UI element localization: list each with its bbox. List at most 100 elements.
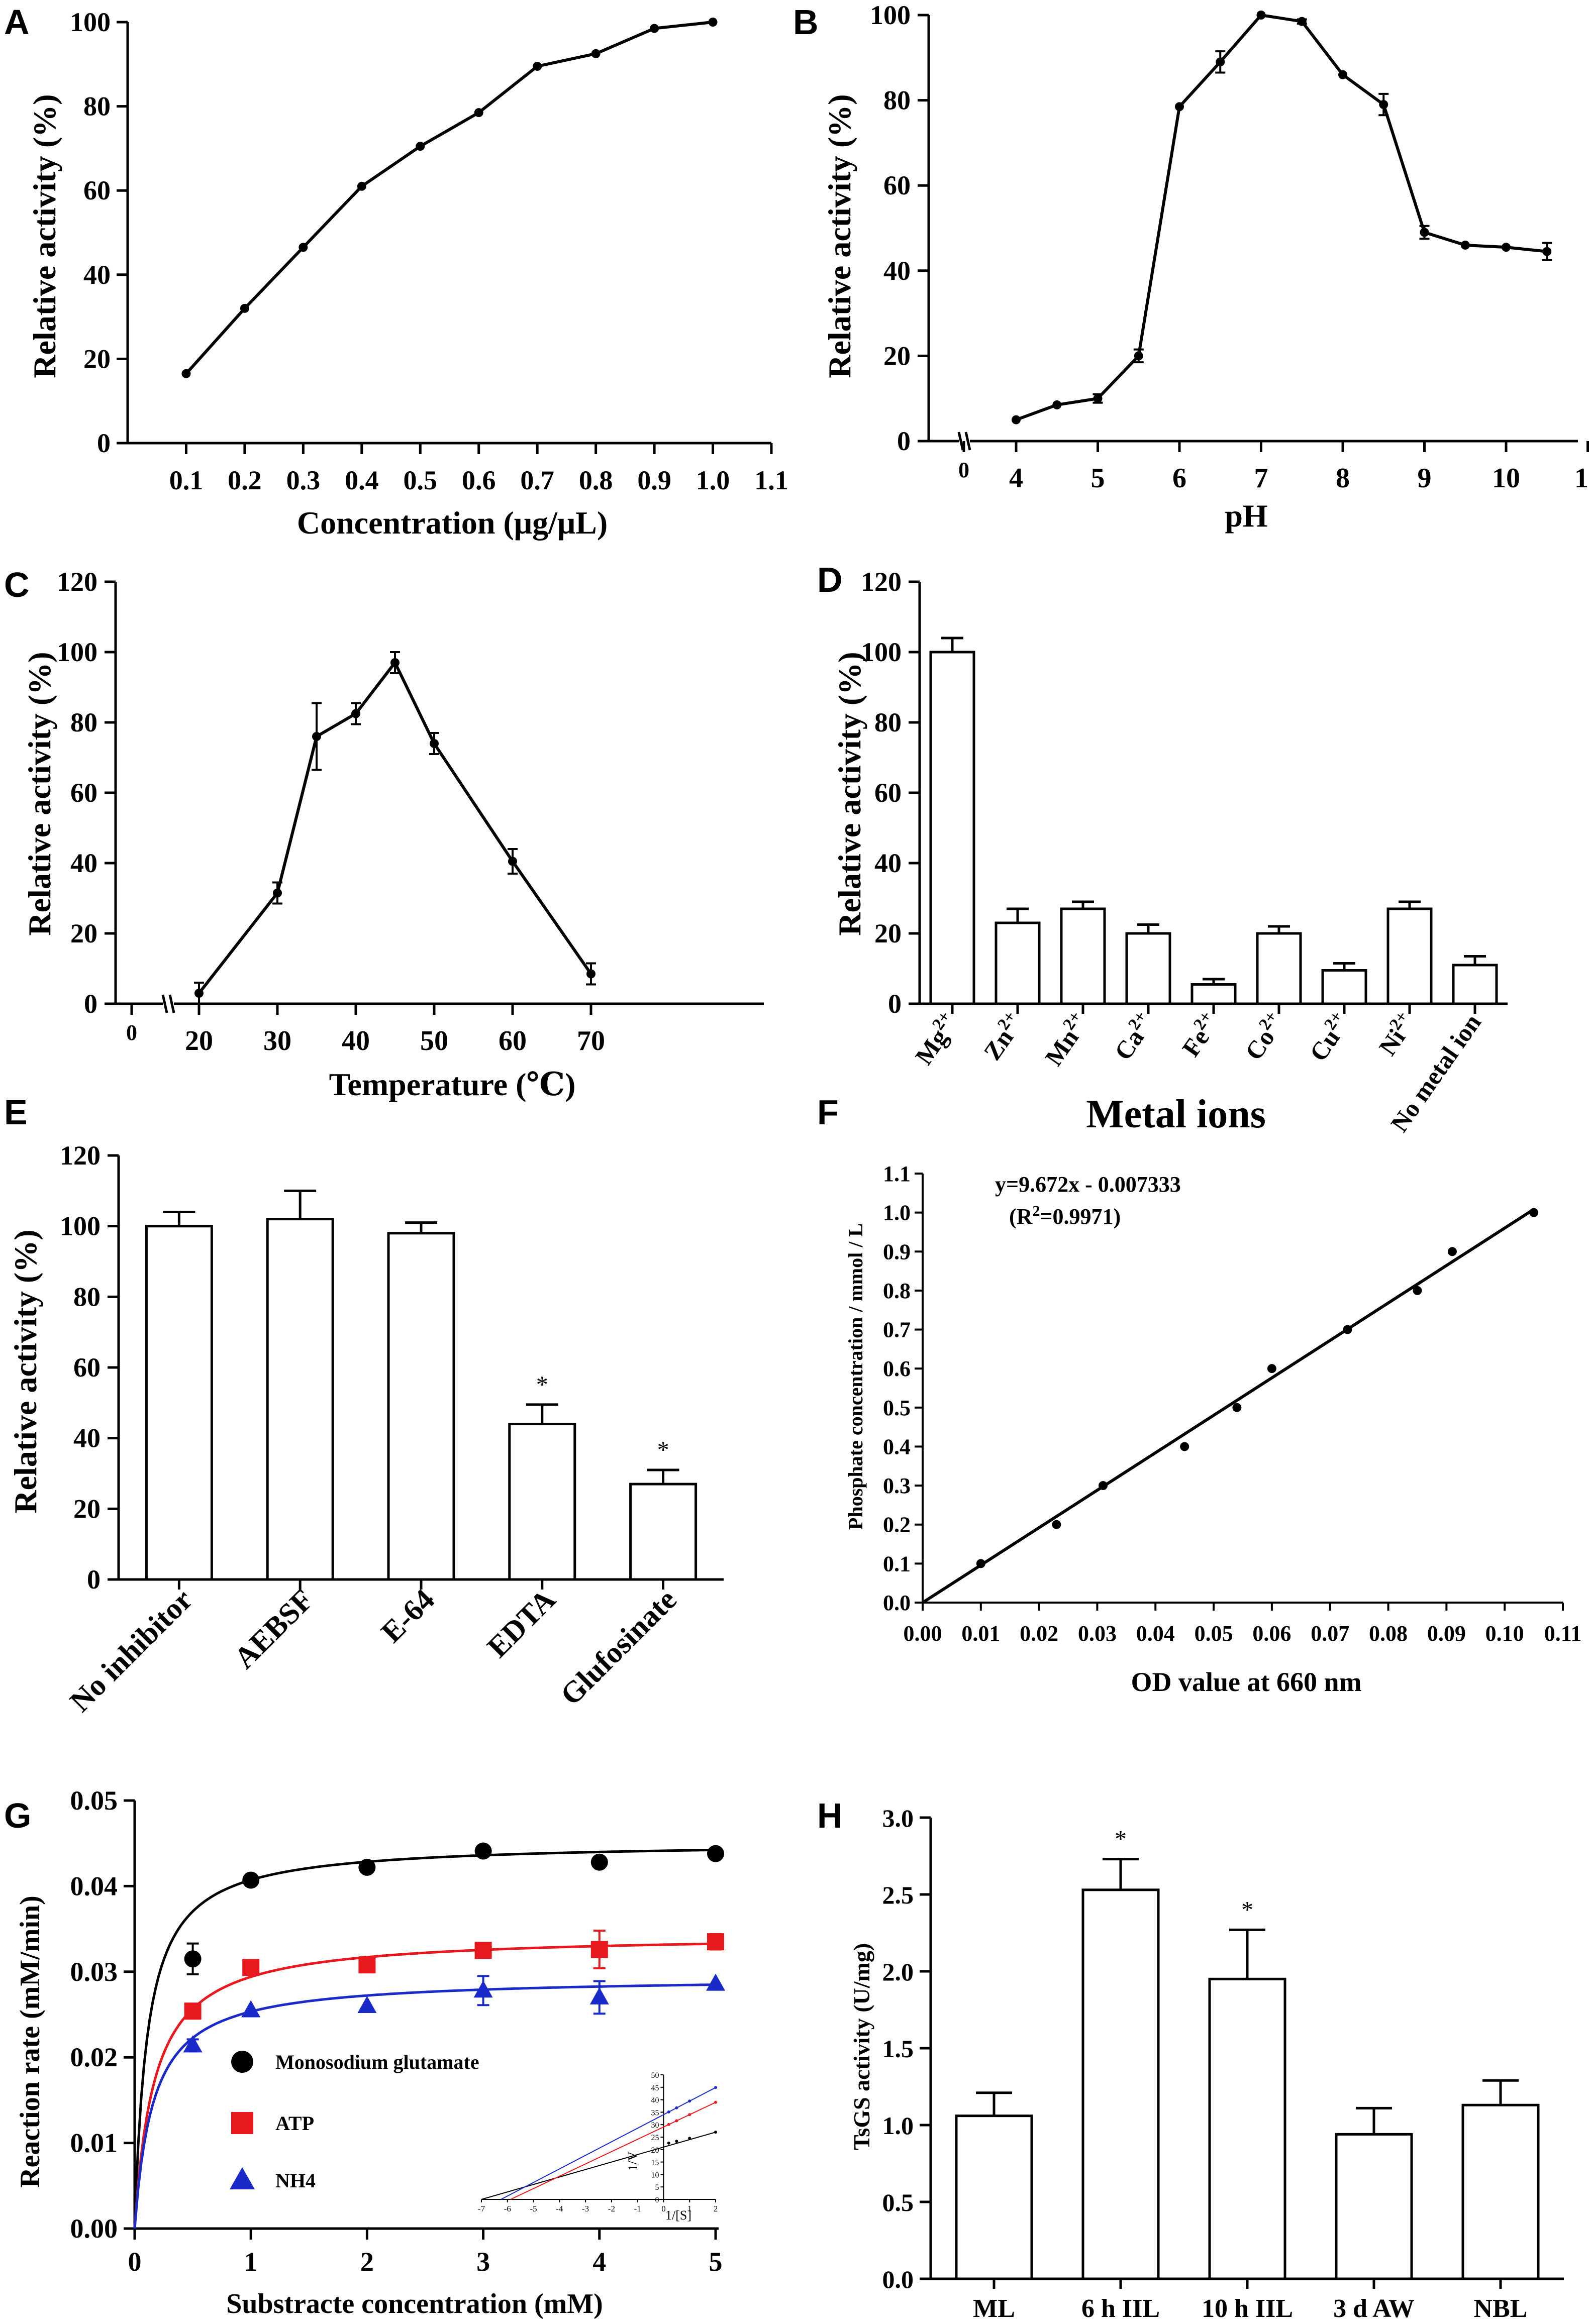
panel-a-x-tick-label: 0.7: [520, 465, 554, 495]
panel-d-bar: [1190, 983, 1237, 1005]
panel-d-y-tick-label: 60: [874, 778, 902, 808]
panel-e-significance-star: *: [536, 1371, 548, 1398]
panel-e-bar: [508, 1423, 576, 1581]
panel-f-r2-suffix: =0.9971): [1040, 1204, 1121, 1229]
inset-point-nh4: [714, 2086, 717, 2089]
panel-a-data-point: [591, 49, 601, 58]
inset-point-monosodium-glutamate: [667, 2141, 670, 2145]
panel-c-y-tick-label: 20: [70, 918, 97, 948]
panel-e-y-tick-label: 20: [73, 1494, 101, 1524]
panel-a-data-point: [240, 303, 249, 313]
panel-f-x-tick-label: 0.06: [1252, 1621, 1291, 1646]
panel-c-x-tick-label: 60: [499, 1025, 527, 1057]
panel-f-y-tick-label: 0.6: [883, 1356, 911, 1381]
panel-h-y-tick-label: 1.0: [882, 2111, 914, 2140]
panel-a-x-tick-label: 0.1: [169, 465, 204, 495]
panel-a-y-tick-label: 60: [83, 175, 111, 205]
panel-g-fit-curve-monosodium-glutamate: [133, 1848, 716, 2229]
panel-letter-f: F: [817, 1093, 839, 1132]
panel-d-bar: [1060, 907, 1106, 1005]
inset-x-tick-label: 1: [687, 2204, 692, 2213]
panel-c-y-tick-label: 120: [57, 567, 97, 597]
inset-fit-line-nh4: [501, 2087, 716, 2200]
panel-c-ylabel: Relative activity (%): [22, 652, 57, 935]
panel-f-r2: (R2=0.9971): [1009, 1203, 1121, 1229]
panel-c-y-tick-label: 80: [70, 707, 97, 737]
panel-b-data-point: [1012, 415, 1021, 425]
panel-c-data-point: [351, 709, 360, 718]
panel-a-x-tick-label: 1.1: [754, 465, 788, 495]
panel-d-bar: [995, 921, 1041, 1005]
panel-b-data-line: [1015, 13, 1547, 421]
panel-b-y-tick-label: 100: [870, 0, 911, 30]
panel-f-x-tick-label: 0.07: [1311, 1621, 1349, 1646]
panel-a-y-tick-label: 80: [83, 91, 111, 122]
panel-b-x-tick-label: 9: [1418, 463, 1432, 494]
inset-x-tick-label: -5: [530, 2204, 537, 2213]
panel-c-data-point: [508, 857, 517, 866]
panel-f-x-tick-label: 0.08: [1369, 1621, 1408, 1646]
panel-g-point-nh4: [706, 1973, 725, 1991]
panel-a-x-tick-label: 1.0: [696, 465, 730, 495]
panel-f-data-point: [1232, 1403, 1242, 1412]
panel-g-point-nh4: [183, 2035, 203, 2053]
panel-f-y-tick-label: 0.3: [883, 1473, 911, 1498]
panel-b-x-tick-label: 4: [1009, 463, 1023, 494]
panel-f-x-tick-label: 0.09: [1427, 1621, 1466, 1646]
panel-d-bar: [1386, 907, 1433, 1005]
panel-a-data-point: [357, 181, 366, 191]
panel-g-point-monosodium-glutamate: [358, 1858, 376, 1876]
panel-d-bar: [1452, 964, 1498, 1005]
legend-label-atp: ATP: [275, 2112, 314, 2135]
panel-a-ylabel: Relative activity (%): [27, 94, 62, 378]
panel-a-y-tick-label: 40: [83, 260, 111, 290]
panel-e-y-tick-label: 0: [87, 1564, 101, 1595]
panel-a-data-point: [708, 18, 718, 27]
panel-letter-e: E: [4, 1093, 28, 1132]
panel-a-data-point: [181, 369, 191, 378]
panel-h-y-tick-label: 0.5: [882, 2188, 914, 2216]
panel-h-y-tick-label: 2.0: [882, 1958, 914, 1986]
inset-y-tick-label: 45: [651, 2084, 659, 2092]
panel-g-point-atp: [358, 1956, 376, 1974]
inset-y-tick-label: 35: [651, 2108, 659, 2117]
panel-a-y-tick-label: 0: [97, 428, 111, 458]
panel-b-x-tick-label: 8: [1336, 463, 1350, 494]
panel-a-data-point: [474, 108, 483, 118]
panel-letter-c: C: [4, 565, 30, 604]
panel-h-bar: [1208, 1977, 1286, 2280]
panel-g-point-monosodium-glutamate: [242, 1871, 260, 1889]
panel-c-x-tick-label: 50: [420, 1025, 448, 1057]
panel-g-point-nh4: [357, 1995, 377, 2013]
panel-d-y-tick-label: 0: [888, 989, 902, 1019]
inset-point-atp: [714, 2100, 717, 2104]
inset-xlabel: 1/[S]: [665, 2208, 691, 2223]
panel-b-x-tick-label: 7: [1254, 463, 1268, 494]
panel-b-xlabel: pH: [1225, 498, 1267, 534]
panel-d-bar: [1321, 969, 1367, 1005]
panel-f-x-tick-label: 0.11: [1544, 1621, 1582, 1646]
panel-b-data-point: [1338, 70, 1347, 79]
panel-e-significance-star: *: [657, 1437, 669, 1463]
panel-letter-b: B: [793, 3, 819, 42]
panel-f-data-point: [1267, 1364, 1276, 1374]
panel-a-data-point: [299, 243, 308, 252]
panel-b-x-tick-label: 6: [1172, 463, 1186, 494]
panel-a-x-tick-label: 0.4: [345, 465, 379, 495]
panel-b-x-tick-label: 0: [958, 458, 969, 482]
panel-h-bar: [1461, 2103, 1540, 2280]
panel-a-xlabel: Concentration (μg/μL): [297, 505, 608, 541]
panel-g-x-tick-label: 4: [592, 2247, 606, 2277]
panel-d-bar: [929, 651, 975, 1005]
panel-h-y-tick-label: 1.5: [882, 2035, 914, 2063]
panel-c-data-point: [194, 989, 204, 998]
panel-f-equation: y=9.672x - 0.007333: [995, 1172, 1181, 1197]
panel-f-data-point: [1447, 1247, 1457, 1256]
panel-c-axis-break-mark: [168, 994, 175, 1013]
inset-y-tick-label: 5: [655, 2183, 659, 2192]
panel-d-y-tick-label: 40: [874, 848, 902, 878]
panel-b-data-point: [1093, 394, 1103, 403]
inset-fit-line-monosodium-glutamate: [481, 2132, 716, 2200]
panel-g-point-atp: [242, 1959, 260, 1976]
